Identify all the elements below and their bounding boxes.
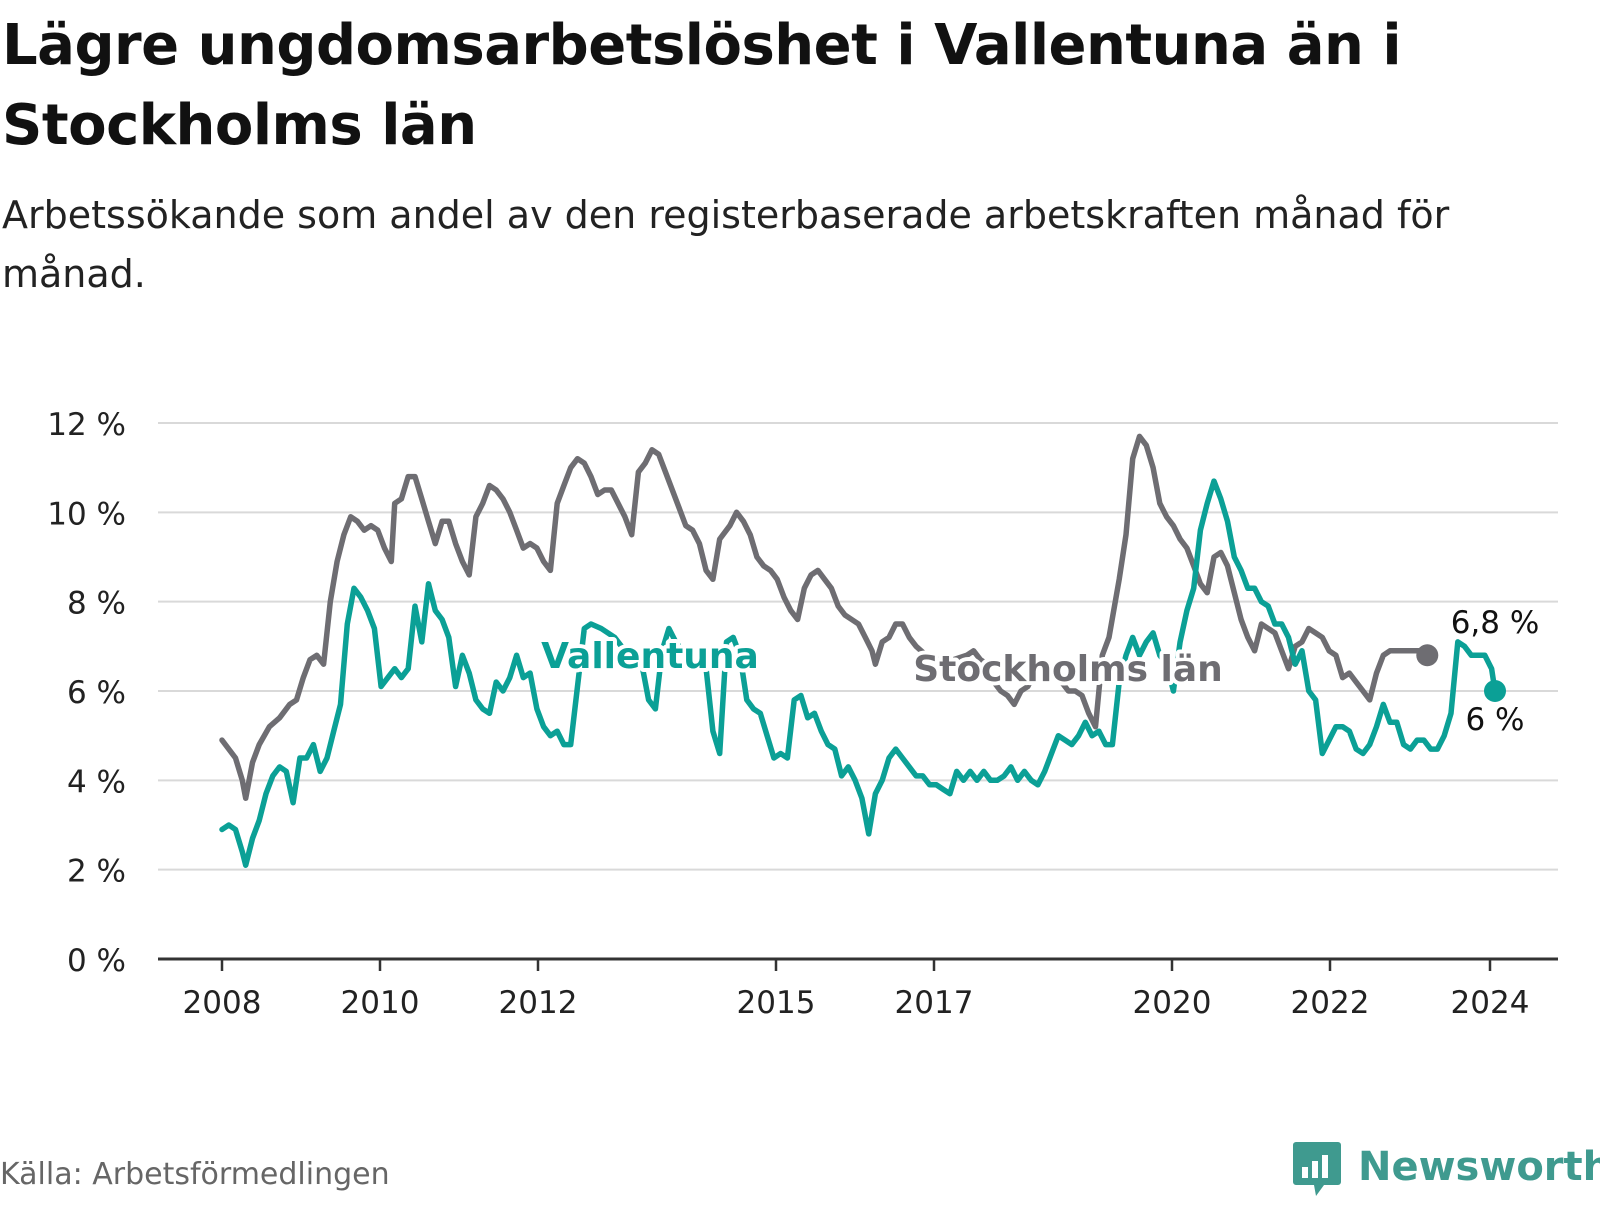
end-label-vallentuna-text: 6 % [1465,702,1524,738]
x-tick-label: 2012 [499,985,578,1021]
chart-subtitle: Arbetssökande som andel av den registerb… [2,193,1450,296]
series-line-stockholms-län [219,433,1431,801]
x-axis: 2008 2010 2012 2015 2017 2020 2022 2024 [158,957,1558,1021]
y-tick-label: 2 % [67,854,126,890]
end-label-stockholms-lan-halo: 6,8 % [1451,605,1540,641]
end-label-vallentuna-halo: 6 % [1465,702,1524,738]
end-point-vallentuna [1484,680,1506,702]
end-label-stockholms-lan: 6,8 %6,8 % [1447,601,1544,645]
source-note: Källa: Arbetsförmedlingen [0,1157,390,1192]
chart-title: Lägre ungdomsarbetslöshet i Vallentuna ä… [2,13,1402,158]
x-tick-label: 2008 [183,985,262,1021]
y-tick-label: 10 % [47,496,126,532]
brand-logo: Newsworthy [1292,1140,1600,1210]
series-label-stockholms-lan-halo: Stockholms län [913,649,1223,690]
y-tick-label: 0 % [67,943,126,979]
brand-name: Newsworthy [1358,1144,1600,1190]
newsworthy-logo-icon [1293,1142,1341,1196]
x-tick-label: 2022 [1291,985,1370,1021]
x-tick-label: 2017 [895,985,974,1021]
y-tick-label: 8 % [67,586,126,622]
y-tick-label: 12 % [47,407,126,443]
x-tick-label: 2010 [341,985,420,1021]
end-label-stockholms-lan-text: 6,8 % [1451,605,1540,641]
y-axis-labels: 0 % 2 % 4 % 6 % 8 % 10 % 12 % [47,407,126,979]
series-label-stockholms-lan-text: Stockholms län [913,649,1223,690]
series-label-vallentuna-text: Vallentuna [541,636,759,677]
series-lines [219,433,1506,868]
end-label-vallentuna: 6 %6 % [1461,698,1528,742]
y-tick-label: 4 % [67,764,126,800]
series-label-vallentuna-halo: Vallentuna [541,636,759,677]
x-tick-label: 2024 [1451,985,1530,1021]
x-tick-label: 2020 [1133,985,1212,1021]
x-tick-label: 2015 [737,985,816,1021]
y-tick-label: 6 % [67,675,126,711]
series-line-vallentuna [219,478,1498,868]
grid-lines [158,422,1558,871]
end-point-stockholms-län [1416,644,1439,667]
